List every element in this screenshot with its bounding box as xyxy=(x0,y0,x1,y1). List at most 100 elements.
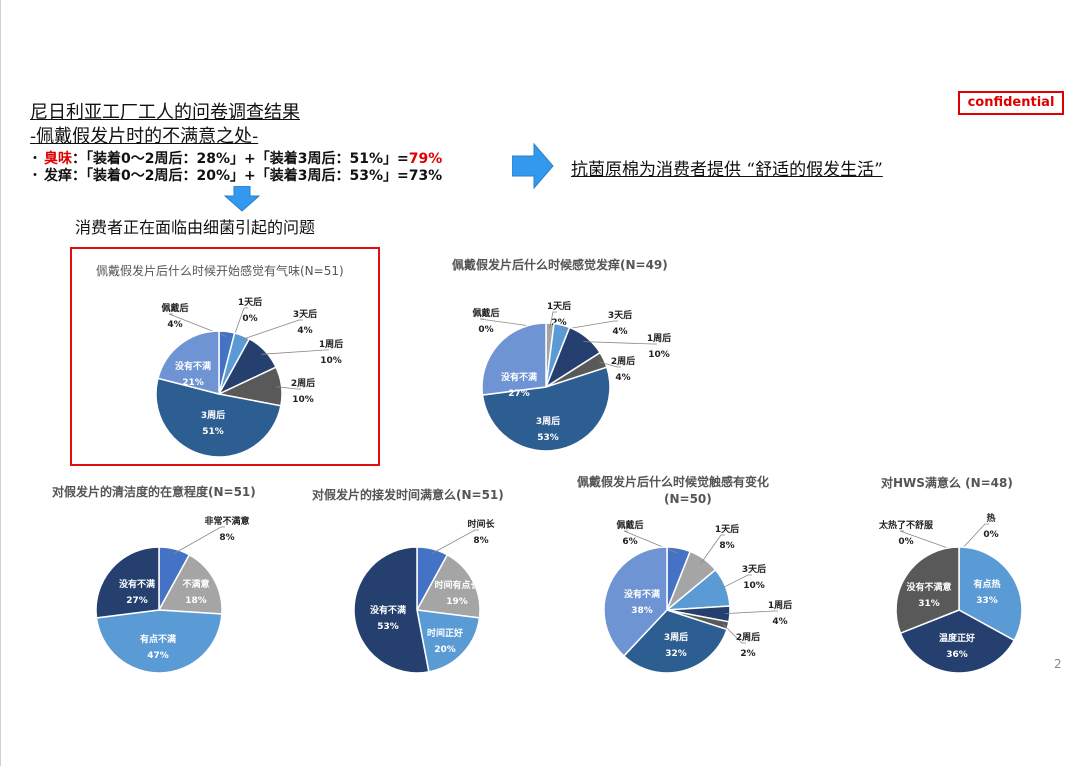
chart3-slice-3 xyxy=(95,546,160,619)
chart5-title: 佩戴假发片后什么时候觉触感有变化 xyxy=(577,475,770,489)
chart5-leader-2 xyxy=(720,574,752,590)
odor-text: 「装着0～2周后：28%」+「装着3周后：51%」= xyxy=(86,151,409,167)
chart5-label-3: 1周后 xyxy=(768,599,792,611)
bullet-dot: ・ xyxy=(28,168,42,184)
chart4-value-0: 8% xyxy=(473,536,488,546)
odor-summary: ・臭味：「装着0～2周后：28%」+「装着3周后：51%」=79% xyxy=(28,148,442,168)
chart4-label-0: 时间长 xyxy=(467,518,495,530)
chart1-label-0: 佩戴后 xyxy=(161,302,188,314)
chart6-label-3: 温度正好 xyxy=(939,632,975,644)
chart5-label-6: 没有不满 xyxy=(624,588,660,600)
chart6-label-1: 热 xyxy=(986,512,995,524)
chart6-value-3: 36% xyxy=(946,650,968,660)
chart1-leader-1 xyxy=(233,307,248,339)
chart2-leader-2 xyxy=(560,320,618,331)
chart2-label-6: 没有不满 xyxy=(501,371,537,383)
chart6-value-4: 31% xyxy=(918,599,940,609)
chart1-label-5: 3周后 xyxy=(201,409,225,421)
itch-text: 「装着0～2周后：20%」+「装着3周后：53%」=73% xyxy=(86,168,443,184)
chart5-label-0: 佩戴后 xyxy=(616,519,643,531)
chart2-value-6: 27% xyxy=(508,389,530,399)
chart1-title: 佩戴假发片后什么时候开始感觉有气味(N=51) xyxy=(96,264,344,278)
chart1-value-6: 21% xyxy=(182,378,204,388)
chart3-value-2: 47% xyxy=(147,651,169,661)
chart1-leader-2 xyxy=(240,319,303,341)
chart2-label-2: 3天后 xyxy=(608,309,632,321)
chart1-label-4: 2周后 xyxy=(291,377,315,389)
chart3-value-1: 18% xyxy=(185,596,207,606)
chart3-slice-1 xyxy=(157,553,223,615)
chart2-title: 佩戴假发片后什么时候感觉发痒(N=49) xyxy=(452,258,668,272)
chart5-slice-6 xyxy=(603,546,668,657)
chart1-label-2: 3天后 xyxy=(293,308,317,320)
chart1-value-5: 51% xyxy=(202,427,224,437)
chart6-value-1: 0% xyxy=(983,530,998,540)
chart4-value-1: 19% xyxy=(446,597,468,607)
chart3-label-1: 不满意 xyxy=(182,578,209,590)
chart1-label-6: 没有不满 xyxy=(175,360,211,372)
chart2-value-3: 10% xyxy=(648,350,670,360)
chart1-leader-4 xyxy=(276,386,301,390)
chart2-leader-3 xyxy=(583,341,657,345)
chart1-value-1: 0% xyxy=(242,314,257,324)
chart5-value-4: 2% xyxy=(740,649,755,659)
chart1-slice-5 xyxy=(155,377,282,458)
chart5-label-1: 1天后 xyxy=(715,523,739,535)
highlight-box xyxy=(70,247,380,466)
chart3-label-2: 有点不满 xyxy=(140,633,176,645)
page-title: 尼日利亚工厂工人的问卷调查结果 xyxy=(30,102,300,123)
chart6-leader-0 xyxy=(899,530,960,553)
chart2-leader-0 xyxy=(479,318,547,329)
chart6-label-4: 没有不满意 xyxy=(906,581,951,593)
chart3-value-0: 8% xyxy=(219,533,234,543)
chart3-leader-0 xyxy=(173,526,225,555)
chart5-leader-0 xyxy=(623,530,679,554)
chart2-value-5: 53% xyxy=(537,433,559,443)
chart2-leader-4 xyxy=(599,361,621,368)
chart2-leader-1 xyxy=(549,311,557,329)
page-subtitle: -佩戴假发片时的不满意之处- xyxy=(30,126,259,147)
chart4-value-3: 53% xyxy=(377,622,399,632)
chart6-label-0: 太热了不舒服 xyxy=(878,519,934,531)
chart5-label-4: 2周后 xyxy=(736,631,760,643)
chart4-slice-3 xyxy=(353,546,430,674)
itch-label: 发痒 xyxy=(44,168,72,184)
chart2-slice-6 xyxy=(481,322,547,396)
key-message: 抗菌原棉为消费者提供 “舒适的假发生活” xyxy=(571,160,883,180)
chart1-leader-0 xyxy=(168,313,227,337)
chart4-label-2: 时间正好 xyxy=(427,627,463,639)
itch-colon: ： xyxy=(72,168,86,184)
chart5-label-2: 3天后 xyxy=(742,563,766,575)
chart4-title: 对假发片的接发时间满意么(N=51) xyxy=(312,488,504,502)
chart2-label-5: 3周后 xyxy=(536,415,560,427)
chart1-value-0: 4% xyxy=(167,320,182,330)
chart5-value-1: 8% xyxy=(719,541,734,551)
chart2-label-0: 佩戴后 xyxy=(472,307,499,319)
chart6-leader-1 xyxy=(958,523,989,553)
chart5-value-2: 10% xyxy=(743,581,765,591)
chart3-title: 对假发片的清洁度的在意程度(N=51) xyxy=(52,485,256,499)
chart4-slice-2 xyxy=(416,609,481,673)
chart4-slice-1 xyxy=(415,553,481,619)
page-number: 2 xyxy=(1054,657,1062,671)
slide-edge xyxy=(0,0,1,766)
chart5-leader-3 xyxy=(724,610,778,614)
chart3-label-0: 非常不满意 xyxy=(204,515,249,527)
chart2-value-4: 4% xyxy=(615,373,630,383)
chart4-leader-0 xyxy=(431,529,479,555)
chart3-value-3: 27% xyxy=(126,596,148,606)
chart1-slice-6 xyxy=(157,330,220,395)
chart6-slice-3 xyxy=(899,609,1016,674)
chart1-label-1: 1天后 xyxy=(238,296,262,308)
bullet-dot: ・ xyxy=(28,151,42,167)
down-arrow-icon xyxy=(224,186,260,212)
chart6-value-2: 33% xyxy=(976,596,998,606)
odor-label: 臭味 xyxy=(44,151,72,167)
odor-result: 79% xyxy=(408,151,443,167)
chart5-value-6: 38% xyxy=(631,606,653,616)
chart5-slice-5 xyxy=(622,609,728,674)
section-heading: 消费者正在面临由细菌引起的问题 xyxy=(75,218,316,237)
chart6-value-0: 0% xyxy=(898,537,913,547)
chart2-value-0: 0% xyxy=(478,325,493,335)
